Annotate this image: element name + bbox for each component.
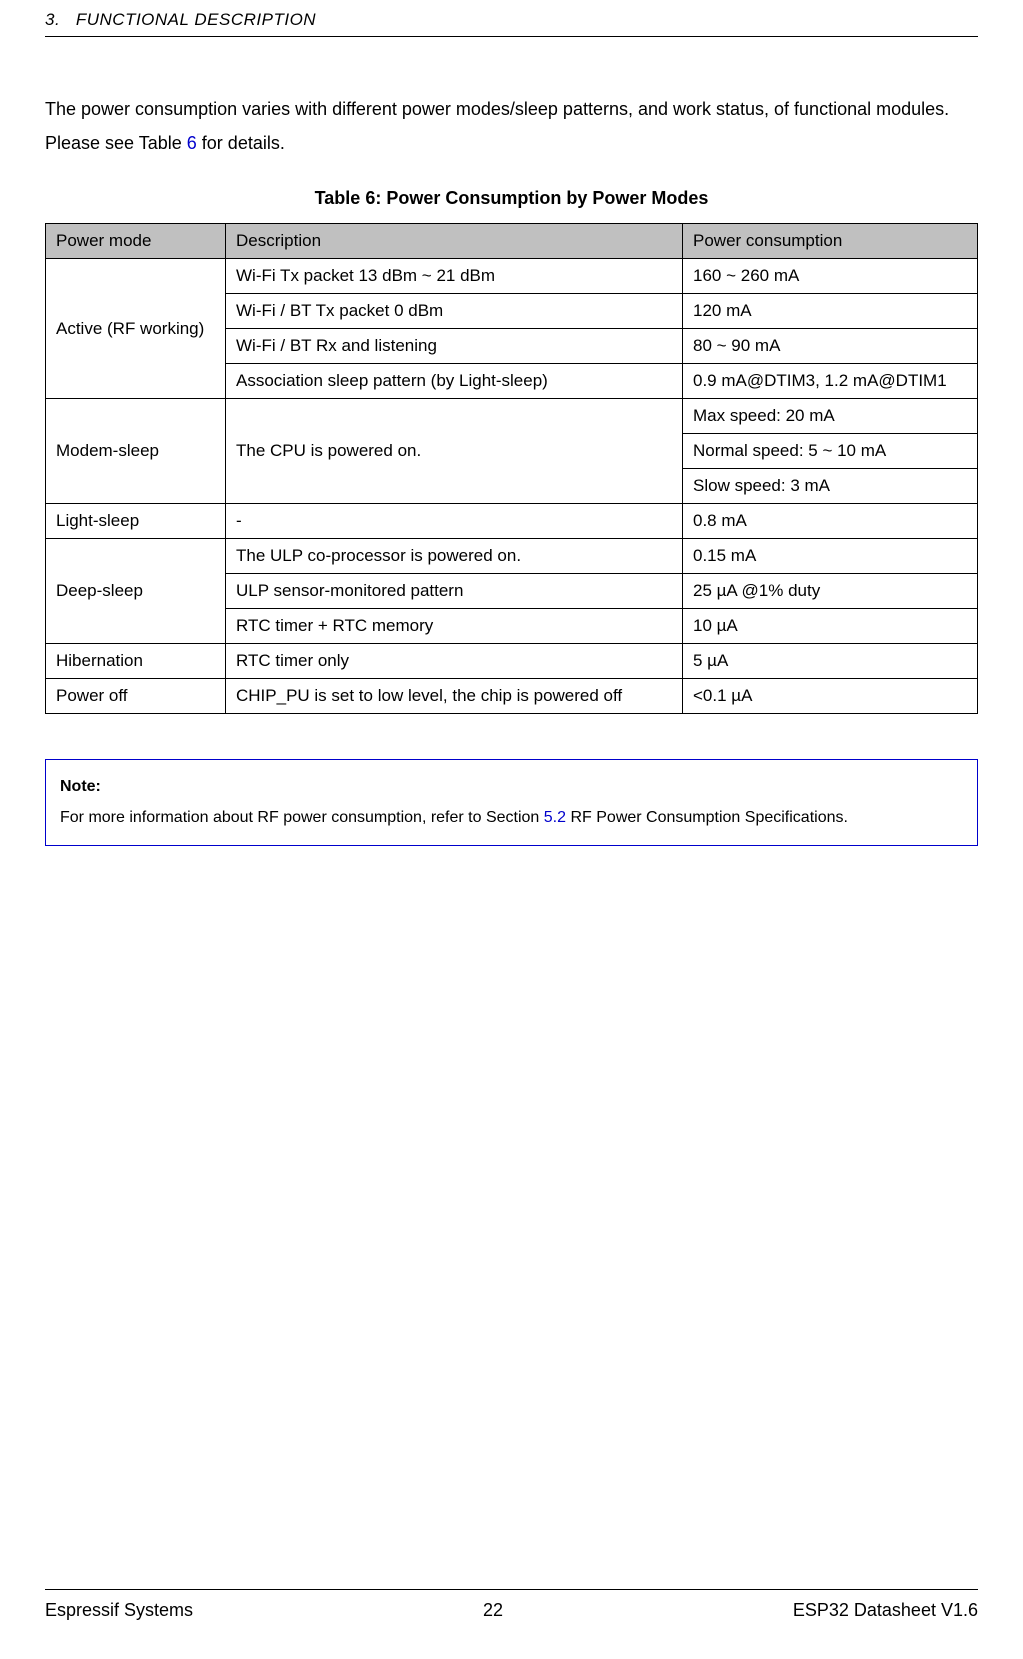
cell-desc: The CPU is powered on. xyxy=(226,399,683,504)
table-header-row: Power mode Description Power consumption xyxy=(46,224,978,259)
cell-mode: Hibernation xyxy=(46,644,226,679)
footer-right: ESP32 Datasheet V1.6 xyxy=(793,1600,978,1621)
cell-power: <0.1 µA xyxy=(683,679,978,714)
cell-power: Slow speed: 3 mA xyxy=(683,469,978,504)
col-power-mode: Power mode xyxy=(46,224,226,259)
cell-power: 0.8 mA xyxy=(683,504,978,539)
note-text-p1: For more information about RF power cons… xyxy=(60,809,544,826)
page-footer: Espressif Systems 22 ESP32 Datasheet V1.… xyxy=(45,1589,978,1621)
cell-desc: - xyxy=(226,504,683,539)
cell-mode: Modem-sleep xyxy=(46,399,226,504)
cell-power: 10 µA xyxy=(683,609,978,644)
intro-line2-p1: Please see Table xyxy=(45,133,187,153)
cell-desc: Association sleep pattern (by Light-slee… xyxy=(226,364,683,399)
cell-desc: RTC timer only xyxy=(226,644,683,679)
note-box: Note: For more information about RF powe… xyxy=(45,759,978,846)
table-row: Deep-sleepThe ULP co-processor is powere… xyxy=(46,539,978,574)
footer-center: 22 xyxy=(483,1600,503,1621)
cell-power: 25 µA @1% duty xyxy=(683,574,978,609)
section-number: 3. xyxy=(45,10,60,29)
cell-power: 120 mA xyxy=(683,294,978,329)
table-row: Light-sleep-0.8 mA xyxy=(46,504,978,539)
table-row: Power offCHIP_PU is set to low level, th… xyxy=(46,679,978,714)
intro-paragraph: The power consumption varies with differ… xyxy=(45,92,978,160)
cell-mode: Power off xyxy=(46,679,226,714)
cell-mode: Light-sleep xyxy=(46,504,226,539)
note-text-p2: RF Power Consumption Specifications. xyxy=(566,809,848,826)
cell-power: 80 ~ 90 mA xyxy=(683,329,978,364)
cell-power: 5 µA xyxy=(683,644,978,679)
table-ref-link[interactable]: 6 xyxy=(187,133,197,153)
cell-power: Max speed: 20 mA xyxy=(683,399,978,434)
cell-desc: RTC timer + RTC memory xyxy=(226,609,683,644)
cell-desc: Wi-Fi / BT Tx packet 0 dBm xyxy=(226,294,683,329)
cell-desc: CHIP_PU is set to low level, the chip is… xyxy=(226,679,683,714)
page-header: 3. FUNCTIONAL DESCRIPTION xyxy=(45,0,978,37)
intro-line1: The power consumption varies with differ… xyxy=(45,99,949,119)
cell-power: 0.9 mA@DTIM3, 1.2 mA@DTIM1 xyxy=(683,364,978,399)
footer-left: Espressif Systems xyxy=(45,1600,193,1621)
cell-desc: The ULP co-processor is powered on. xyxy=(226,539,683,574)
cell-power: 160 ~ 260 mA xyxy=(683,259,978,294)
power-consumption-table: Power mode Description Power consumption… xyxy=(45,223,978,714)
cell-desc: Wi-Fi Tx packet 13 dBm ~ 21 dBm xyxy=(226,259,683,294)
cell-desc: ULP sensor-monitored pattern xyxy=(226,574,683,609)
cell-mode: Active (RF working) xyxy=(46,259,226,399)
note-section-link[interactable]: 5.2 xyxy=(544,809,566,826)
note-label: Note: xyxy=(60,778,101,795)
cell-power: 0.15 mA xyxy=(683,539,978,574)
table-row: Modem-sleepThe CPU is powered on.Max spe… xyxy=(46,399,978,434)
table-row: Active (RF working)Wi-Fi Tx packet 13 dB… xyxy=(46,259,978,294)
table-caption: Table 6: Power Consumption by Power Mode… xyxy=(45,188,978,209)
table-row: HibernationRTC timer only5 µA xyxy=(46,644,978,679)
col-consumption: Power consumption xyxy=(683,224,978,259)
cell-power: Normal speed: 5 ~ 10 mA xyxy=(683,434,978,469)
col-description: Description xyxy=(226,224,683,259)
cell-mode: Deep-sleep xyxy=(46,539,226,644)
intro-line2-p2: for details. xyxy=(197,133,285,153)
cell-desc: Wi-Fi / BT Rx and listening xyxy=(226,329,683,364)
section-title: FUNCTIONAL DESCRIPTION xyxy=(76,10,316,29)
